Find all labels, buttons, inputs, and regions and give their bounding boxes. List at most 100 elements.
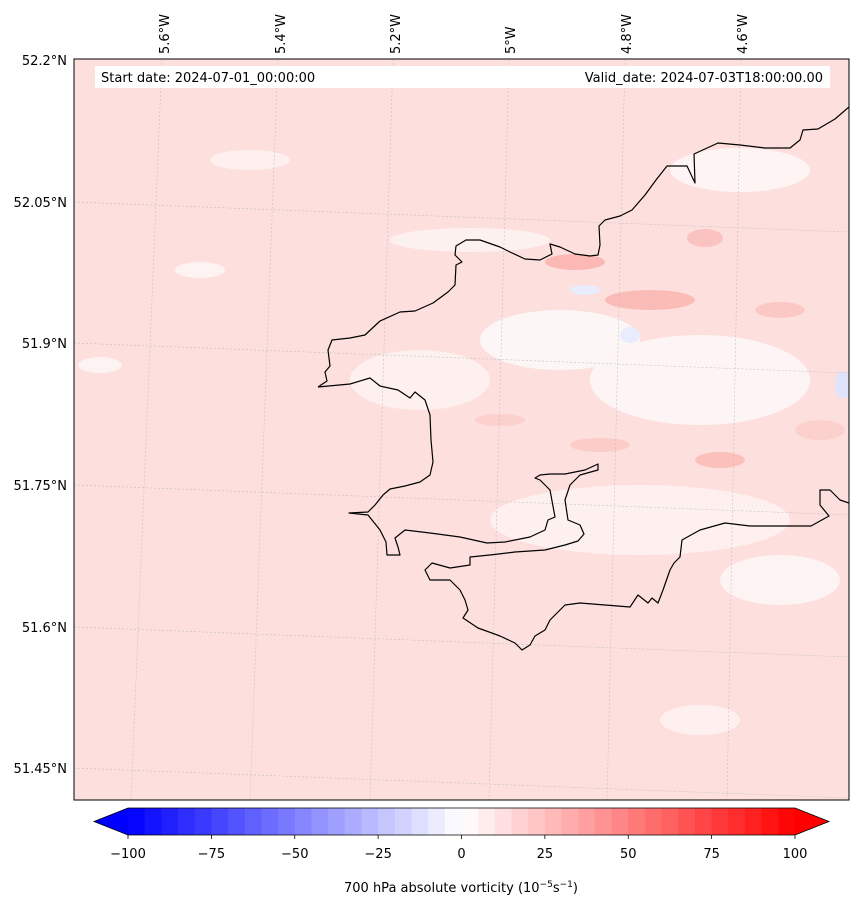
field-patch-red <box>475 414 525 426</box>
colorbar-segment <box>128 808 146 835</box>
colorbar-label: 700 hPa absolute vorticity (10−5s−1) <box>344 880 578 896</box>
coastline-north <box>317 106 849 388</box>
latitude-labels: 52.2°N 52.05°N 51.9°N 51.75°N 51.6°N 51.… <box>14 54 67 777</box>
colorbar-segment <box>628 808 646 835</box>
colorbar-segment <box>678 808 696 835</box>
map-frame <box>73 58 850 801</box>
field-patch-white <box>670 148 810 192</box>
colorbar-tick-label: −50 <box>281 847 308 862</box>
colorbar-tick-label: −75 <box>198 847 225 862</box>
colorbar-segment <box>544 808 563 835</box>
valid-date-label: Valid_date: 2024-07-03T18:00:00.00 <box>585 71 823 86</box>
field-patch-red <box>570 438 630 452</box>
colorbar-segment <box>611 808 629 835</box>
colorbar-segment <box>328 808 346 835</box>
field-patch-red <box>695 452 745 468</box>
lat-label: 52.05°N <box>14 196 67 211</box>
lon-label: 5°W <box>504 26 519 54</box>
colorbar-segment <box>278 808 296 835</box>
field-patch-blue <box>570 285 600 295</box>
colorbar-segment <box>561 808 579 835</box>
lat-label: 51.6°N <box>22 621 67 636</box>
field-patch-white <box>175 262 225 278</box>
field-patch-red <box>605 290 695 310</box>
colorbar-segment <box>394 808 412 835</box>
colorbar-tick-label: 75 <box>703 847 720 862</box>
colorbar-tick-label: −100 <box>110 847 146 862</box>
colorbar-segment <box>378 808 396 835</box>
lat-label: 51.45°N <box>14 762 67 777</box>
coastline <box>317 106 849 651</box>
colorbar-segment <box>244 808 262 835</box>
parallel-gridline <box>74 201 849 233</box>
colorbar-segment <box>711 808 729 835</box>
field-patch-red <box>545 254 605 270</box>
gridlines <box>74 59 849 800</box>
field-patch-white <box>660 705 740 735</box>
colorbar-segment <box>344 808 362 835</box>
colorbar-tick-label: 50 <box>620 847 637 862</box>
colorbar-segment <box>294 808 312 835</box>
colorbar-segment <box>361 808 379 835</box>
colorbar-segment <box>661 808 679 835</box>
lon-label: 5.2°W <box>389 14 404 54</box>
colorbar-tick-label: 100 <box>783 847 808 862</box>
map-panel: Start date: 2024-07-01_00:00:00 Valid_da… <box>73 58 850 801</box>
colorbar-segment <box>528 808 546 835</box>
colorbar-segment <box>261 808 279 835</box>
coastline-south <box>317 377 849 651</box>
field-patch-white <box>490 485 790 555</box>
lon-label: 5.4°W <box>274 14 289 54</box>
lat-label: 52.2°N <box>22 54 67 69</box>
field-patch-red <box>755 302 805 318</box>
field-patch-red <box>795 420 845 440</box>
colorbar-segment <box>211 808 229 835</box>
colorbar-segment <box>478 808 496 835</box>
colorbar-tick-label: 25 <box>537 847 554 862</box>
field-patch-white <box>480 310 640 370</box>
colorbar-segment <box>444 808 462 835</box>
colorbar-segment <box>644 808 663 835</box>
lat-label: 51.9°N <box>22 337 67 352</box>
meridian-gridline <box>249 59 279 800</box>
field-patch-blue <box>620 327 640 343</box>
colorbar-tick-label: −25 <box>364 847 391 862</box>
parallel-gridline <box>74 484 849 516</box>
parallel-gridline <box>74 342 849 374</box>
colorbar-segment <box>511 808 529 835</box>
parallel-gridline <box>74 767 849 799</box>
field-patch-white <box>720 555 840 605</box>
colorbar-segment <box>411 808 429 835</box>
longitude-labels: 5.6°W 5.4°W 5.2°W 5°W 4.8°W 4.6°W <box>158 14 751 54</box>
colorbar-segment <box>594 808 613 835</box>
field-patch-red <box>687 229 723 247</box>
field-patch-white <box>210 150 290 170</box>
colorbar-segment <box>728 808 746 835</box>
colorbar-segment <box>428 808 446 835</box>
colorbar-tick-label: 0 <box>457 847 465 862</box>
colorbar-segment <box>578 808 596 835</box>
colorbar-min-extend <box>94 808 128 835</box>
colorbar-segment <box>744 808 763 835</box>
colorbar-segments <box>128 808 796 835</box>
lat-label: 51.75°N <box>14 479 67 494</box>
colorbar-segment <box>144 808 162 835</box>
colorbar-max-extend <box>795 808 829 835</box>
meridian-gridline <box>488 59 510 800</box>
meridian-gridline <box>726 59 742 800</box>
colorbar-segment <box>194 808 212 835</box>
field-patch-white <box>590 335 810 425</box>
colorbar-segment <box>694 808 713 835</box>
colorbar-ticks: −100 −75 −50 −25 0 25 50 75 100 <box>110 835 807 862</box>
field-patch-blue <box>835 371 849 399</box>
meridian-gridline <box>606 59 626 800</box>
lon-label: 4.6°W <box>736 14 751 54</box>
field-patch-white <box>78 357 122 373</box>
colorbar-segment <box>178 808 196 835</box>
start-date-label: Start date: 2024-07-01_00:00:00 <box>101 71 315 86</box>
colorbar-segment <box>311 808 329 835</box>
colorbar-segment <box>494 808 513 835</box>
colorbar-segment <box>228 808 246 835</box>
lon-label: 4.8°W <box>620 14 635 54</box>
